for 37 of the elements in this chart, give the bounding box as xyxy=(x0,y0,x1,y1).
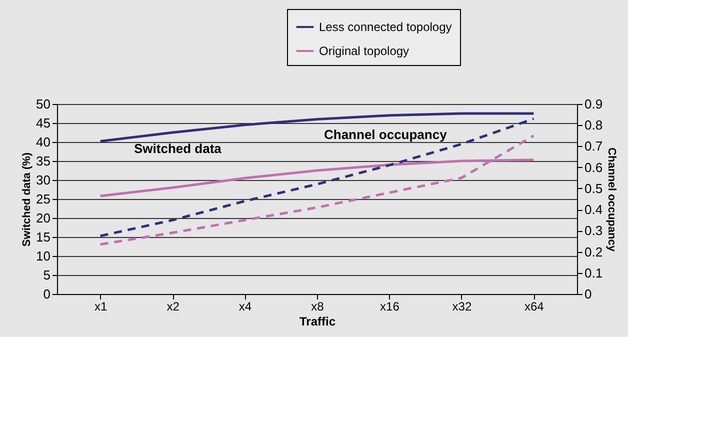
x-axis-title: Traffic xyxy=(299,314,336,328)
y-tick-label: 15 xyxy=(36,230,50,244)
y2-tick-label: 0 xyxy=(584,286,592,302)
x-tick-label: x8 xyxy=(311,300,324,314)
y-tick-label: 30 xyxy=(36,172,50,188)
y2-axis-title: Channel occupancy xyxy=(606,148,618,252)
legend-label: Less connected topology xyxy=(319,20,452,34)
y-tick-label: 5 xyxy=(43,268,50,282)
y-tick-label: 0 xyxy=(43,286,50,302)
x-tick-label: x32 xyxy=(452,300,472,314)
y2-tick-label: 0.6 xyxy=(584,160,603,175)
y-axis-title: Switched data (%) xyxy=(21,152,34,247)
legend-label: Original topology xyxy=(319,44,410,58)
y2-tick-label: 0.4 xyxy=(584,202,603,218)
y-tick-label: 20 xyxy=(36,210,50,226)
y2-tick-label: 0.7 xyxy=(584,138,603,154)
y-tick-label: 40 xyxy=(36,134,50,150)
y-tick-label: 35 xyxy=(36,154,50,168)
annotation: Switched data xyxy=(134,141,222,156)
y-tick-label: 45 xyxy=(36,116,50,130)
y2-tick-label: 0.2 xyxy=(584,244,603,260)
y-tick-label: 10 xyxy=(36,248,50,264)
y-tick-label: 25 xyxy=(36,192,50,206)
annotation: Channel occupancy xyxy=(324,127,448,142)
y2-tick-label: 0.9 xyxy=(584,96,603,112)
y-tick-label: 50 xyxy=(36,96,50,112)
line-series xyxy=(99,118,535,238)
x-tick-label: x2 xyxy=(166,300,180,314)
x-tick-label: x16 xyxy=(380,300,400,314)
line-series xyxy=(99,112,535,142)
y2-tick-label: 0.1 xyxy=(584,265,603,280)
y2-tick-label: 0.3 xyxy=(584,223,603,238)
x-tick-label: x1 xyxy=(94,300,108,314)
x-tick-label: x64 xyxy=(524,300,544,314)
x-tick-label: x4 xyxy=(238,300,252,314)
y2-tick-label: 0.8 xyxy=(584,118,603,133)
y2-tick-label: 0.5 xyxy=(584,180,603,196)
